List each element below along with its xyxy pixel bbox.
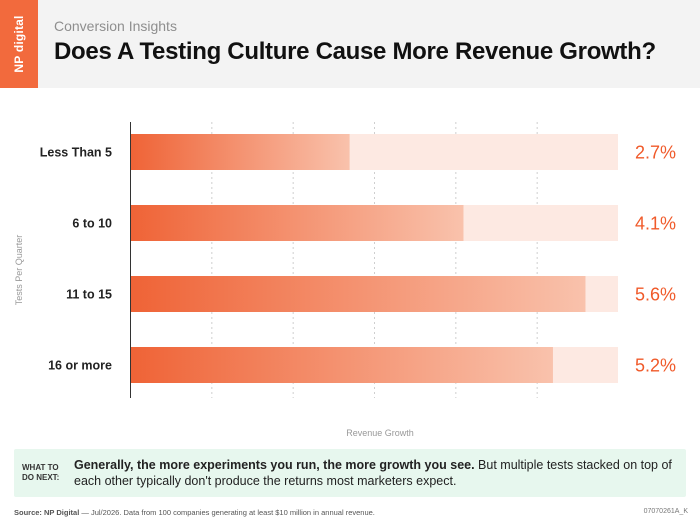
logo-text: NP digital [12,15,26,73]
callout-body-text: But multiple tests stacked on top of eac… [74,458,672,488]
callout-label: WHAT TO DO NEXT: [22,463,62,483]
callout-bold-text: Generally, the more experiments you run,… [74,458,475,472]
np-digital-logo: NP digital [0,0,38,88]
x-axis-label: Revenue Growth [346,428,414,438]
bar [130,276,586,312]
category-label: 6 to 10 [72,217,112,231]
y-axis-label: Tests Per Quarter [14,235,24,306]
what-to-do-next-callout: WHAT TO DO NEXT: Generally, the more exp… [14,449,686,497]
category-label: 16 or more [48,359,112,373]
callout-label-line2: DO NEXT: [22,473,60,482]
document-code: 07070261A_K [643,508,688,515]
value-label: 5.6% [635,285,676,305]
bar [130,205,464,241]
category-label: 11 to 15 [66,288,112,302]
bar-chart: Less Than 5 2.7% 6 to 10 4.1% 11 to 15 5.6% 16… [0,100,700,440]
page-title: Does A Testing Culture Cause More Revenu… [54,38,656,65]
source-note: Source: NP Digital — Jul/2026. Data from… [14,508,375,517]
category-label: Less Than 5 [40,146,112,160]
bar [130,134,350,170]
value-label: 5.2% [635,356,676,376]
chart-svg: Less Than 5 2.7% 6 to 10 4.1% 11 to 15 5.6% 16… [14,122,676,438]
callout-label-line1: WHAT TO [22,463,59,472]
header: NP digital Conversion Insights Does A Te… [0,0,700,88]
source-text: — Jul/2026. Data from 100 companies gene… [79,508,375,517]
value-label: 4.1% [635,214,676,234]
kicker-text: Conversion Insights [54,18,177,34]
callout-text: Generally, the more experiments you run,… [74,457,674,489]
value-label: 2.7% [635,143,676,163]
source-label: Source: NP Digital [14,508,80,517]
bar [130,347,553,383]
